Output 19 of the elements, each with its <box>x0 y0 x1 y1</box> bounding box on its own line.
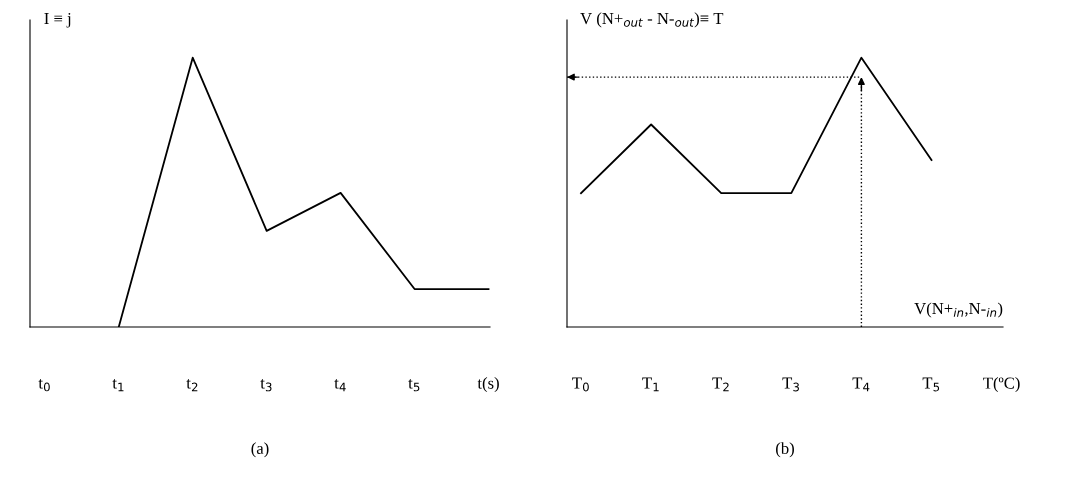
x-tick-label: t$_{3}$ <box>260 379 272 392</box>
x-tick-label: t(s) <box>477 377 499 393</box>
x-tick-label: T$_{5}$ <box>922 377 940 392</box>
x-tick-label: t$_{0}$ <box>38 379 50 392</box>
x-tick-label: t$_{4}$ <box>334 379 346 392</box>
x-tick-label: T$_{1}$ <box>642 377 659 392</box>
x-tick-label: t$_{1}$ <box>112 379 124 392</box>
x-tick-label: T$_{3}$ <box>782 377 799 392</box>
y-axis-title: I ≡ j <box>44 12 71 28</box>
y-axis-title: V (N+$_{out}$ - N-$_{out}$)≡ T <box>580 12 724 28</box>
text: (a) <box>251 442 269 458</box>
x-tick-label: T(ºC) <box>983 377 1020 393</box>
x-axis-title: V(N+$_{in}$,N-$_{in}$) <box>914 302 1003 318</box>
x-tick-label: T$_{0}$ <box>572 377 589 392</box>
x-tick-label: T$_{2}$ <box>712 377 729 392</box>
x-tick-label: T$_{4}$ <box>852 377 870 392</box>
x-tick-label: t$_{5}$ <box>408 379 420 392</box>
x-tick-label: t$_{2}$ <box>186 379 198 392</box>
text: (b) <box>776 442 794 458</box>
